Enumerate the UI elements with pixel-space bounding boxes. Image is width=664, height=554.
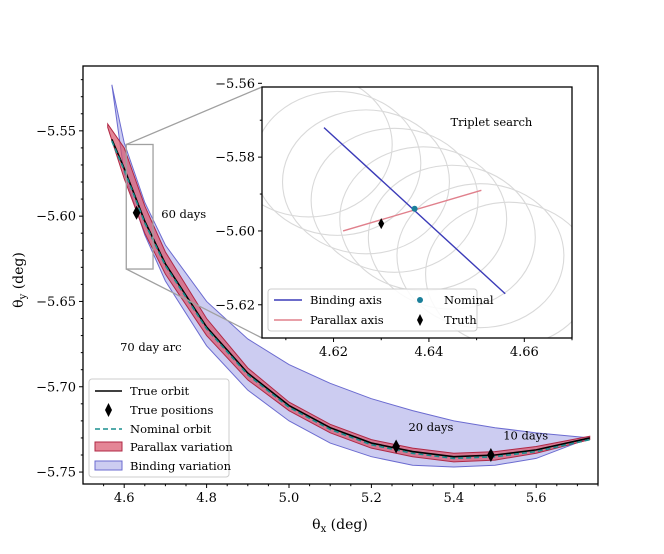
annotation-label: 10 days [503, 429, 548, 443]
legend-true-positions-swatch [105, 403, 112, 417]
main-legend: True orbit True positions Nominal orbit … [88, 378, 233, 478]
true-position-marker [132, 205, 141, 220]
legend-nominal-swatch [417, 297, 423, 303]
legend-parallax-variation-swatch [94, 441, 123, 452]
legend-truth-swatch [417, 314, 423, 326]
y-tick-label: −5.60 [36, 210, 76, 225]
inset-legend: Binding axis Nominal Parallax axis Truth [267, 288, 494, 332]
legend-binding-variation-label: Binding variation [130, 459, 232, 473]
x-tick-label: 5.2 [361, 491, 382, 506]
y-tick-label: −5.75 [36, 466, 76, 481]
x-axis-label: θx (deg) [312, 517, 368, 535]
x-tick-label: 5.4 [443, 491, 464, 506]
legend-nominal-orbit-label: Nominal orbit [130, 422, 212, 436]
legend-truth-label: Truth [444, 313, 477, 327]
main-axes-frame [82, 65, 599, 485]
inset-x-tick-label: 4.66 [510, 345, 539, 360]
x-tick-label: 4.6 [114, 491, 135, 506]
annotation-label: 20 days [408, 420, 453, 434]
x-tick-label: 5.0 [279, 491, 300, 506]
zoom-connector-bottom [125, 268, 263, 339]
inset-plot: Triplet search 4.62 4.64 4.66 −5.56 −5.58 −5… [215, 77, 573, 360]
inset-x-tick-label: 4.62 [319, 345, 348, 360]
search-region-ellipse [262, 90, 422, 236]
inset-y-tick-label: −5.56 [215, 77, 255, 92]
search-region-ellipse [262, 87, 393, 218]
legend-true-orbit-label: True orbit [130, 384, 189, 398]
legend-parallax-variation-label: Parallax variation [130, 440, 233, 454]
nominal-point [411, 205, 418, 212]
legend-binding-axis-label: Binding axis [310, 293, 382, 307]
main-legend-box [88, 378, 230, 478]
zoom-connector-top [126, 86, 263, 146]
search-region-ellipse [281, 109, 450, 255]
zoom-region-box [125, 143, 154, 270]
inset-x-tick-label: 4.64 [414, 345, 443, 360]
inset-y-tick-label: −5.58 [215, 151, 255, 166]
y-tick-label: −5.55 [36, 124, 76, 139]
inset-y-tick-label: −5.60 [215, 224, 255, 239]
parallax-axis-line [342, 189, 482, 232]
y-tick-label: −5.70 [36, 380, 76, 395]
inset-axes-frame [261, 86, 573, 339]
annotation-label: 70 day arc [120, 340, 181, 354]
legend-true-positions-label: True positions [130, 403, 214, 417]
true-position-marker [487, 447, 495, 462]
parallax-variation-band [107, 122, 591, 463]
inset-y-tick-label: −5.62 [215, 298, 255, 313]
y-axis-label: θy (deg) [11, 252, 29, 308]
x-tick-label: 4.8 [196, 491, 217, 506]
search-region-ellipse [310, 127, 479, 273]
x-tick-label: 5.6 [526, 491, 547, 506]
search-region-ellipse [425, 201, 572, 338]
inset-title: Triplet search [450, 115, 532, 129]
annotation-label: 60 days [161, 207, 206, 221]
truth-point [378, 218, 385, 230]
legend-binding-variation-swatch [94, 460, 123, 471]
y-tick-label: −5.65 [36, 295, 76, 310]
inset-legend-box [267, 288, 478, 332]
legend-parallax-axis-label: Parallax axis [310, 313, 384, 327]
legend-nominal-label: Nominal [444, 293, 494, 307]
nominal-orbit-line [111, 140, 590, 460]
true-position-marker [392, 439, 400, 454]
search-region-ellipse [396, 183, 565, 329]
